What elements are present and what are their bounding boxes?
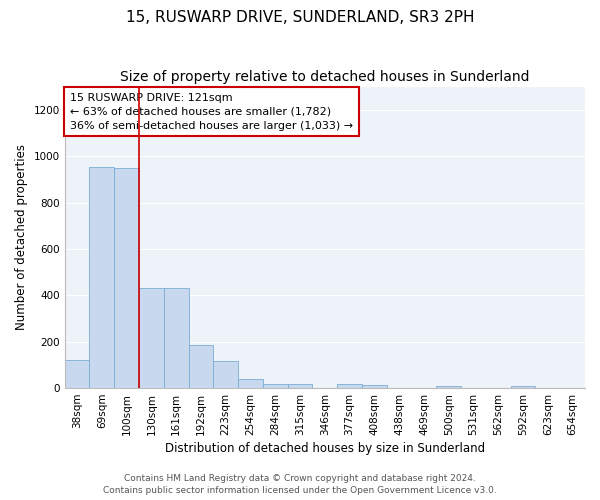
Text: 15, RUSWARP DRIVE, SUNDERLAND, SR3 2PH: 15, RUSWARP DRIVE, SUNDERLAND, SR3 2PH — [126, 10, 474, 25]
Text: Contains HM Land Registry data © Crown copyright and database right 2024.
Contai: Contains HM Land Registry data © Crown c… — [103, 474, 497, 495]
Bar — [287, 384, 313, 388]
Bar — [114, 168, 139, 388]
Title: Size of property relative to detached houses in Sunderland: Size of property relative to detached ho… — [120, 70, 530, 84]
Bar — [139, 288, 164, 388]
Bar — [65, 360, 89, 388]
Bar — [263, 384, 287, 388]
Bar — [214, 360, 238, 388]
Bar — [337, 384, 362, 388]
Bar — [238, 379, 263, 388]
Bar — [362, 384, 387, 388]
Bar — [164, 288, 188, 388]
Bar — [89, 166, 114, 388]
Text: 15 RUSWARP DRIVE: 121sqm
← 63% of detached houses are smaller (1,782)
36% of sem: 15 RUSWARP DRIVE: 121sqm ← 63% of detach… — [70, 92, 353, 130]
X-axis label: Distribution of detached houses by size in Sunderland: Distribution of detached houses by size … — [165, 442, 485, 455]
Bar — [436, 386, 461, 388]
Bar — [511, 386, 535, 388]
Y-axis label: Number of detached properties: Number of detached properties — [15, 144, 28, 330]
Bar — [188, 345, 214, 388]
